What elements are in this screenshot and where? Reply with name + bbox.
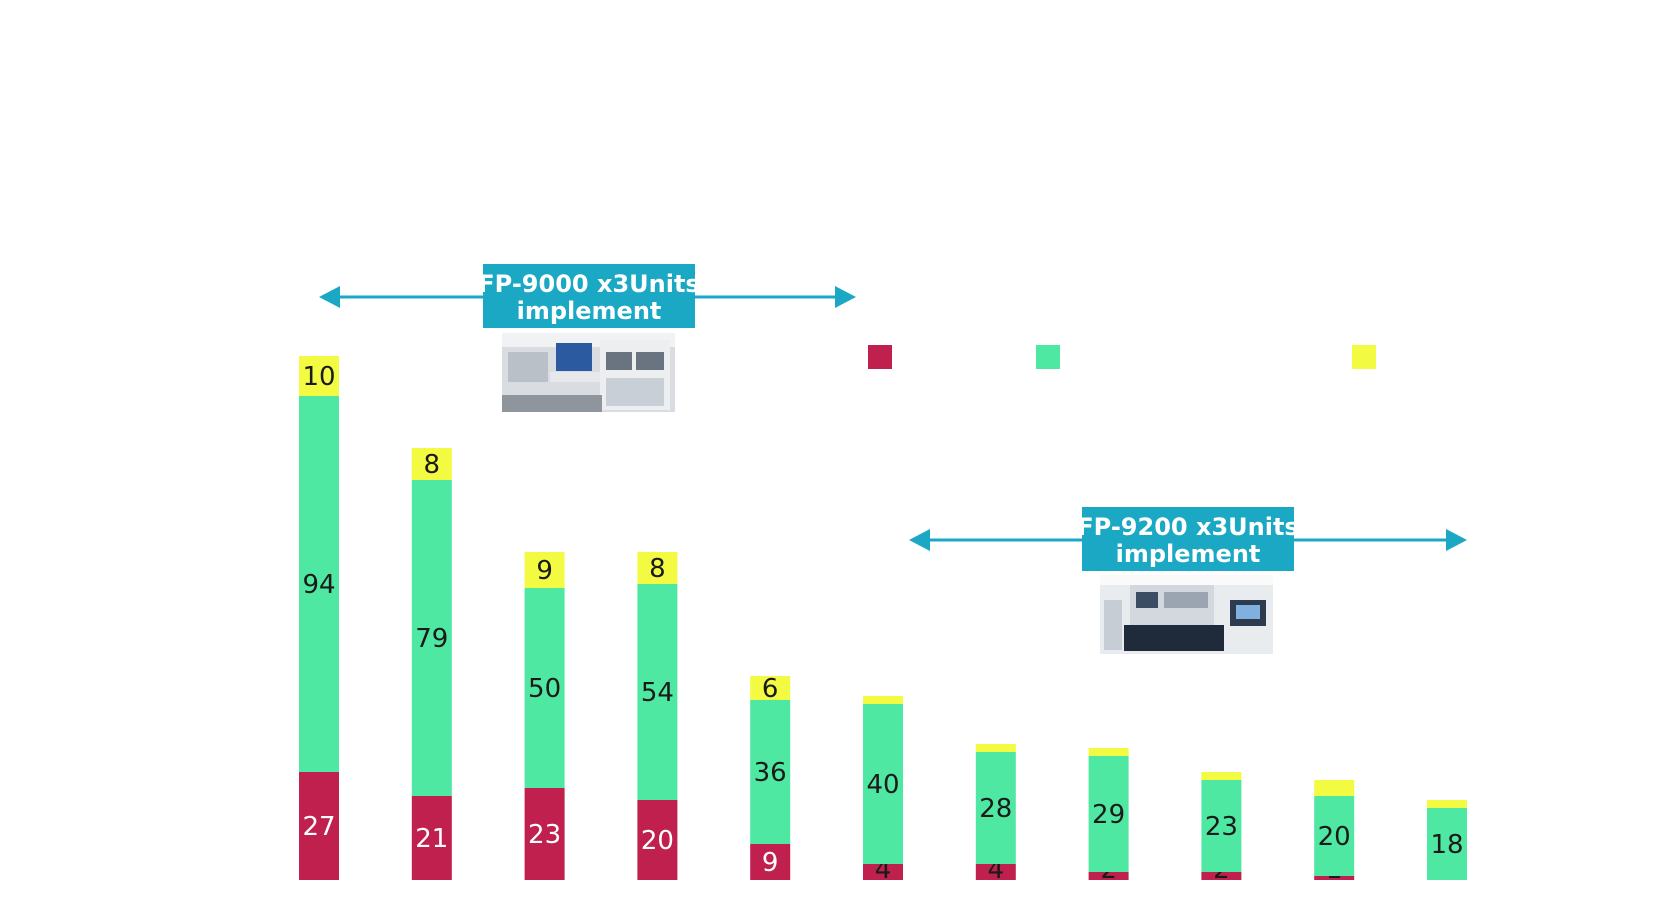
bar-segment-s1-c8 <box>1201 780 1242 872</box>
fp9000-callout-box <box>483 264 695 328</box>
bar-segment-s0-c1 <box>411 796 452 880</box>
bar-segment-s1-c7 <box>1088 756 1129 872</box>
bar-segment-s2-c9 <box>1314 780 1355 796</box>
data-label-s1-c10: 18 <box>1430 830 1463 860</box>
data-label-s2-c3: 8 <box>649 554 666 584</box>
fp9000-arrow-left <box>319 286 340 308</box>
fp9200-callout-line2: implement <box>1116 540 1261 568</box>
fp9000-callout-line1: FP-9000 x3Units <box>478 270 699 298</box>
data-label-s1-c9: 20 <box>1318 822 1351 852</box>
bar-segment-s2-c5 <box>863 696 903 704</box>
legend-swatch-2 <box>1352 345 1376 369</box>
data-label-s1-c7: 29 <box>1092 800 1125 830</box>
fp9200-callout-box <box>1082 507 1294 571</box>
data-label-s1-c1: 79 <box>415 624 448 654</box>
bar-segment-s1-c0 <box>299 396 339 772</box>
data-label-s0-c0: 27 <box>302 812 335 842</box>
bar-segment-s0-c5 <box>863 864 903 880</box>
fp9200-photo <box>1100 575 1273 654</box>
annotation-fp9000: FP-9000 x3Units implement <box>319 264 856 412</box>
fp9200-arrow-left <box>909 529 930 551</box>
data-label-s2-c1: 8 <box>424 450 441 480</box>
data-label-s1-c5: 40 <box>866 770 899 800</box>
data-label-s0-c3: 20 <box>641 826 674 856</box>
data-label-s1-c4: 36 <box>754 758 787 788</box>
data-label-s1-c3: 54 <box>641 678 674 708</box>
bar-segment-s1-c2 <box>524 588 565 788</box>
bar-segment-s0-c9 <box>1314 876 1355 880</box>
legend-swatch-1 <box>1036 345 1060 369</box>
data-label-s1-c6: 28 <box>979 794 1012 824</box>
bar-segment-s0-c6 <box>975 864 1016 880</box>
data-label-s0-c4: 9 <box>762 848 779 878</box>
fp9000-arrow-right <box>835 286 856 308</box>
bar-segment-s1-c4 <box>750 700 791 844</box>
bar-segment-s2-c4 <box>750 676 791 700</box>
fp9200-callout-line1: FP-9200 x3Units <box>1077 513 1298 541</box>
data-label-s1-c8: 23 <box>1205 812 1238 842</box>
legend <box>868 345 1376 369</box>
fp9000-callout-line2: implement <box>517 297 662 325</box>
bar-segment-s0-c8 <box>1201 872 1242 880</box>
bar-segment-s0-c2 <box>524 788 565 880</box>
fp9200-arrow-right <box>1446 529 1467 551</box>
bar-segment-s1-c5 <box>863 704 903 864</box>
bar-segment-s1-c9 <box>1314 796 1355 876</box>
bar-segment-s2-c10 <box>1427 800 1467 808</box>
bar-segment-s2-c2 <box>524 552 565 588</box>
data-label-s1-c2: 50 <box>528 674 561 704</box>
bar-segment-s0-c7 <box>1088 872 1129 880</box>
bar-segment-s1-c1 <box>411 480 452 796</box>
fp9000-photo <box>502 333 675 412</box>
data-label-s2-c2: 9 <box>536 556 553 586</box>
bar-segment-s1-c3 <box>637 584 678 800</box>
data-label-s2-c4: 6 <box>762 674 779 704</box>
legend-swatch-0 <box>868 345 892 369</box>
bar-segment-s0-c0 <box>299 772 339 880</box>
bar-segment-s0-c3 <box>637 800 678 880</box>
data-label-s1-c0: 94 <box>302 570 335 600</box>
bar-segment-s2-c0 <box>299 356 339 396</box>
bars-group: 2794102179823509205489366440428229223120… <box>299 356 1467 885</box>
bar-segment-s2-c6 <box>975 744 1016 752</box>
bar-segment-s2-c1 <box>411 448 452 480</box>
bar-segment-s2-c8 <box>1201 772 1242 780</box>
bar-segment-s2-c3 <box>637 552 678 584</box>
bar-segment-s2-c7 <box>1088 748 1129 756</box>
annotation-fp9200: FP-9200 x3Units implement <box>909 507 1467 654</box>
bar-segment-s1-c10 <box>1427 808 1467 880</box>
data-label-s0-c1: 21 <box>415 824 448 854</box>
data-label-s0-c2: 23 <box>528 820 561 850</box>
bar-segment-s1-c6 <box>975 752 1016 864</box>
data-label-s2-c0: 10 <box>302 362 335 392</box>
bar-segment-s0-c4 <box>750 844 791 880</box>
